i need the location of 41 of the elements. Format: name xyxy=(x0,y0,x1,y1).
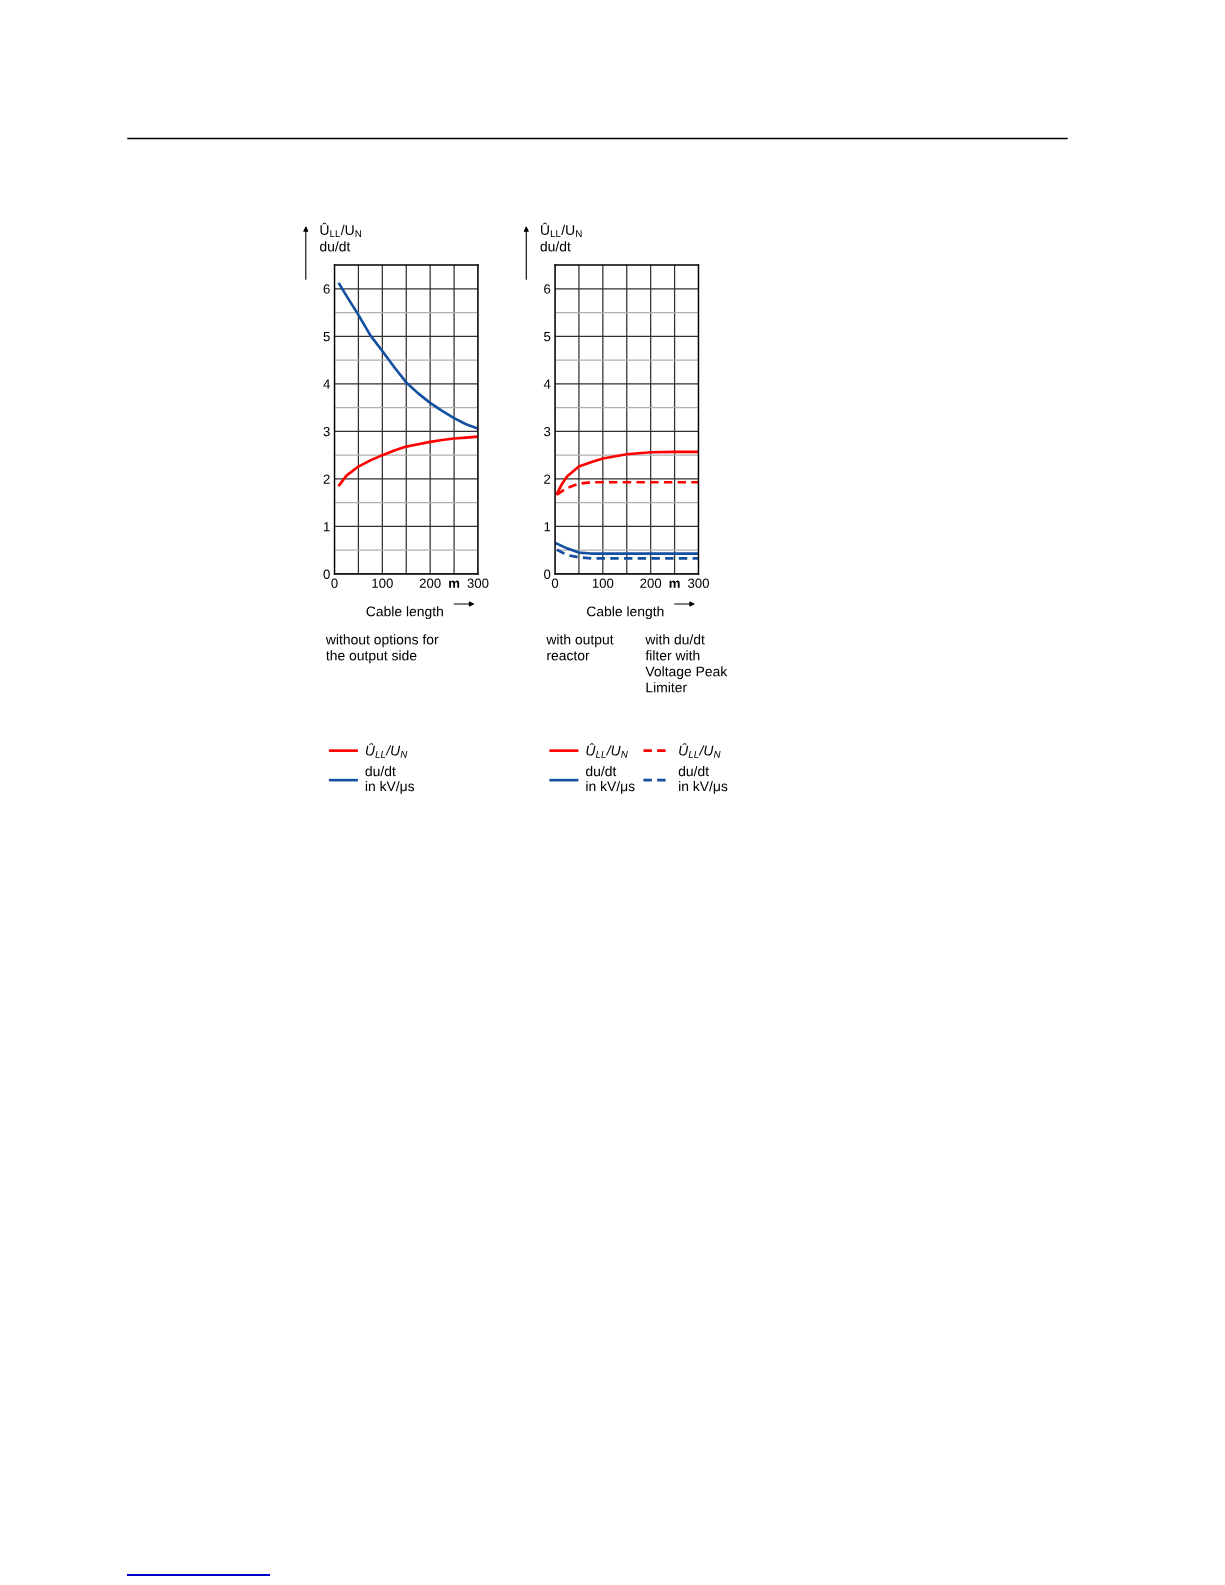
y-tick-label: 4 xyxy=(543,379,551,389)
y-tick-label: 4 xyxy=(323,379,330,389)
x-tick-label: 200 xyxy=(640,578,662,588)
y-axis-title: Û$_{LL}$/U$_{N}$ du/dt xyxy=(540,222,582,252)
y-axis-title: Û$_{LL}$/U$_{N}$ du/dt xyxy=(320,222,362,252)
y-tick-label: 1 xyxy=(324,522,330,532)
text: with output reactor xyxy=(546,634,614,661)
text: without options for the output side xyxy=(325,634,439,664)
legend-label: du/dt in kV/μs xyxy=(586,766,635,794)
x-tick-label: 100 xyxy=(592,578,614,588)
x-tick-label: 200 xyxy=(419,578,441,588)
x-tick-label: 0 xyxy=(551,578,559,588)
y-tick-label: 0 xyxy=(544,569,551,579)
x-axis-title: Cable length xyxy=(587,606,664,620)
line-series xyxy=(555,542,699,555)
line-series xyxy=(555,548,699,560)
line-series xyxy=(337,435,478,487)
y-tick-label: 3 xyxy=(323,426,330,437)
x-tick-label: 100 xyxy=(372,578,393,588)
legend-label: Û$_{LL}$/U$_{N}$ xyxy=(679,743,721,758)
y-tick-label: 2 xyxy=(544,474,551,484)
x-tick-label: m xyxy=(449,580,460,588)
x-tick-label: 0 xyxy=(331,578,338,588)
y-tick-label: 6 xyxy=(323,284,330,294)
legend-label: Û$_{LL}$/U$_{N}$ xyxy=(365,743,408,758)
x-tick-label: 300 xyxy=(688,578,709,588)
y-tick-label: 5 xyxy=(544,332,551,342)
x-tick-label: m xyxy=(669,580,680,588)
y-tick-label: 3 xyxy=(544,426,551,437)
y-tick-label: 5 xyxy=(323,332,330,342)
y-tick-label: 6 xyxy=(544,284,551,294)
text: with du/dt filter with Voltage Peak Limiter xyxy=(645,634,728,693)
legend-label: du/dt in kV/μs xyxy=(365,766,415,794)
y-tick-label: 1 xyxy=(544,522,551,532)
line-series xyxy=(337,282,478,430)
x-tick-label: 300 xyxy=(467,578,489,588)
y-tick-label: 0 xyxy=(323,569,330,579)
legend-label: du/dt in kV/μs xyxy=(678,766,728,794)
legend-label: Û$_{LL}$/U$_{N}$ xyxy=(586,743,628,758)
y-tick-label: 2 xyxy=(323,474,330,484)
x-axis-title: Cable length xyxy=(366,606,443,620)
